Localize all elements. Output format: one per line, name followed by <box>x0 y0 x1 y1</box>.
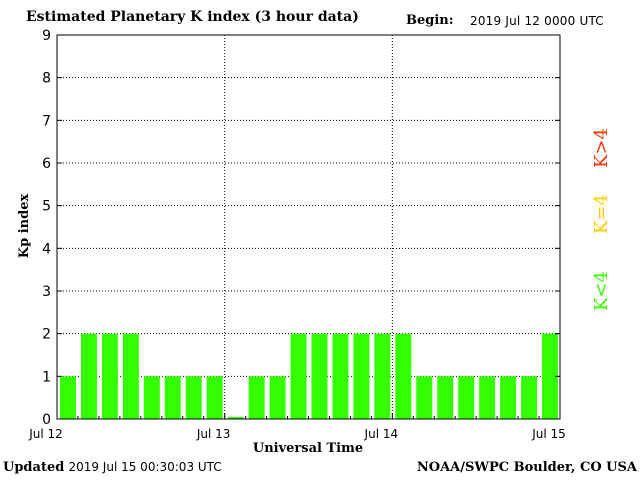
x-tick-label: Jul 14 <box>364 427 399 441</box>
kp-bar <box>164 376 181 419</box>
x-tick-label: Jul 13 <box>196 427 231 441</box>
chart-title: Estimated Planetary K index (3 hour data… <box>26 9 359 25</box>
x-axis-ticks: Jul 12 Jul 13 Jul 14 Jul 15 <box>28 413 566 441</box>
plot-area <box>57 35 560 419</box>
legend-equal: K=4 <box>591 194 612 234</box>
kp-bar <box>437 376 454 419</box>
begin-timestamp: 2019 Jul 12 0000 UTC <box>470 14 604 28</box>
y-tick-label: 4 <box>42 241 51 257</box>
kp-bar <box>122 333 139 419</box>
y-axis-label: Kp index <box>17 194 32 259</box>
kp-bar <box>416 376 433 419</box>
y-tick-label: 5 <box>42 199 51 215</box>
kp-bar <box>458 376 475 419</box>
updated-label: Updated <box>3 460 65 475</box>
updated-timestamp: 2019 Jul 15 00:30:03 UTC <box>68 460 222 474</box>
kp-bar <box>311 333 328 419</box>
kp-bars <box>60 333 558 419</box>
kp-bar <box>143 376 160 419</box>
kp-bar <box>80 333 97 419</box>
x-tick-label: Jul 15 <box>531 427 566 441</box>
kp-bar <box>332 333 349 419</box>
kp-bar <box>374 333 391 419</box>
y-axis-ticks: 0 1 2 3 4 5 6 7 8 9 <box>42 28 560 428</box>
kp-bar <box>269 376 286 419</box>
updated-line: Updated 2019 Jul 15 00:30:03 UTC <box>3 460 222 475</box>
y-tick-label: 8 <box>42 71 51 87</box>
y-tick-label: 0 <box>42 412 51 428</box>
y-tick-label: 1 <box>42 369 51 385</box>
kp-bar <box>542 333 558 419</box>
kp-bar <box>248 376 265 419</box>
y-tick-label: 7 <box>42 113 51 129</box>
kp-bar <box>101 333 118 419</box>
kp-bar <box>60 376 76 419</box>
y-tick-label: 2 <box>42 327 51 343</box>
credit-text: NOAA/SWPC Boulder, CO USA <box>416 460 637 475</box>
kp-bar <box>206 376 223 419</box>
legend-low: K<4 <box>591 271 612 311</box>
kp-bar <box>395 333 412 419</box>
kp-bar <box>290 333 307 419</box>
kp-bar <box>227 416 244 419</box>
x-tick-label: Jul 12 <box>28 427 63 441</box>
kp-bar <box>353 333 370 419</box>
y-tick-label: 6 <box>42 156 51 172</box>
kp-bar <box>500 376 517 419</box>
kp-bar <box>185 376 202 419</box>
y-tick-label: 3 <box>42 284 51 300</box>
kp-bar <box>479 376 496 419</box>
kp-bar <box>521 376 538 419</box>
plot-background <box>57 35 560 419</box>
begin-label: Begin: <box>406 13 454 28</box>
x-axis-label: Universal Time <box>253 441 363 456</box>
legend-high: K>4 <box>591 128 612 168</box>
y-tick-label: 9 <box>42 28 51 44</box>
grid-lines <box>57 35 560 419</box>
